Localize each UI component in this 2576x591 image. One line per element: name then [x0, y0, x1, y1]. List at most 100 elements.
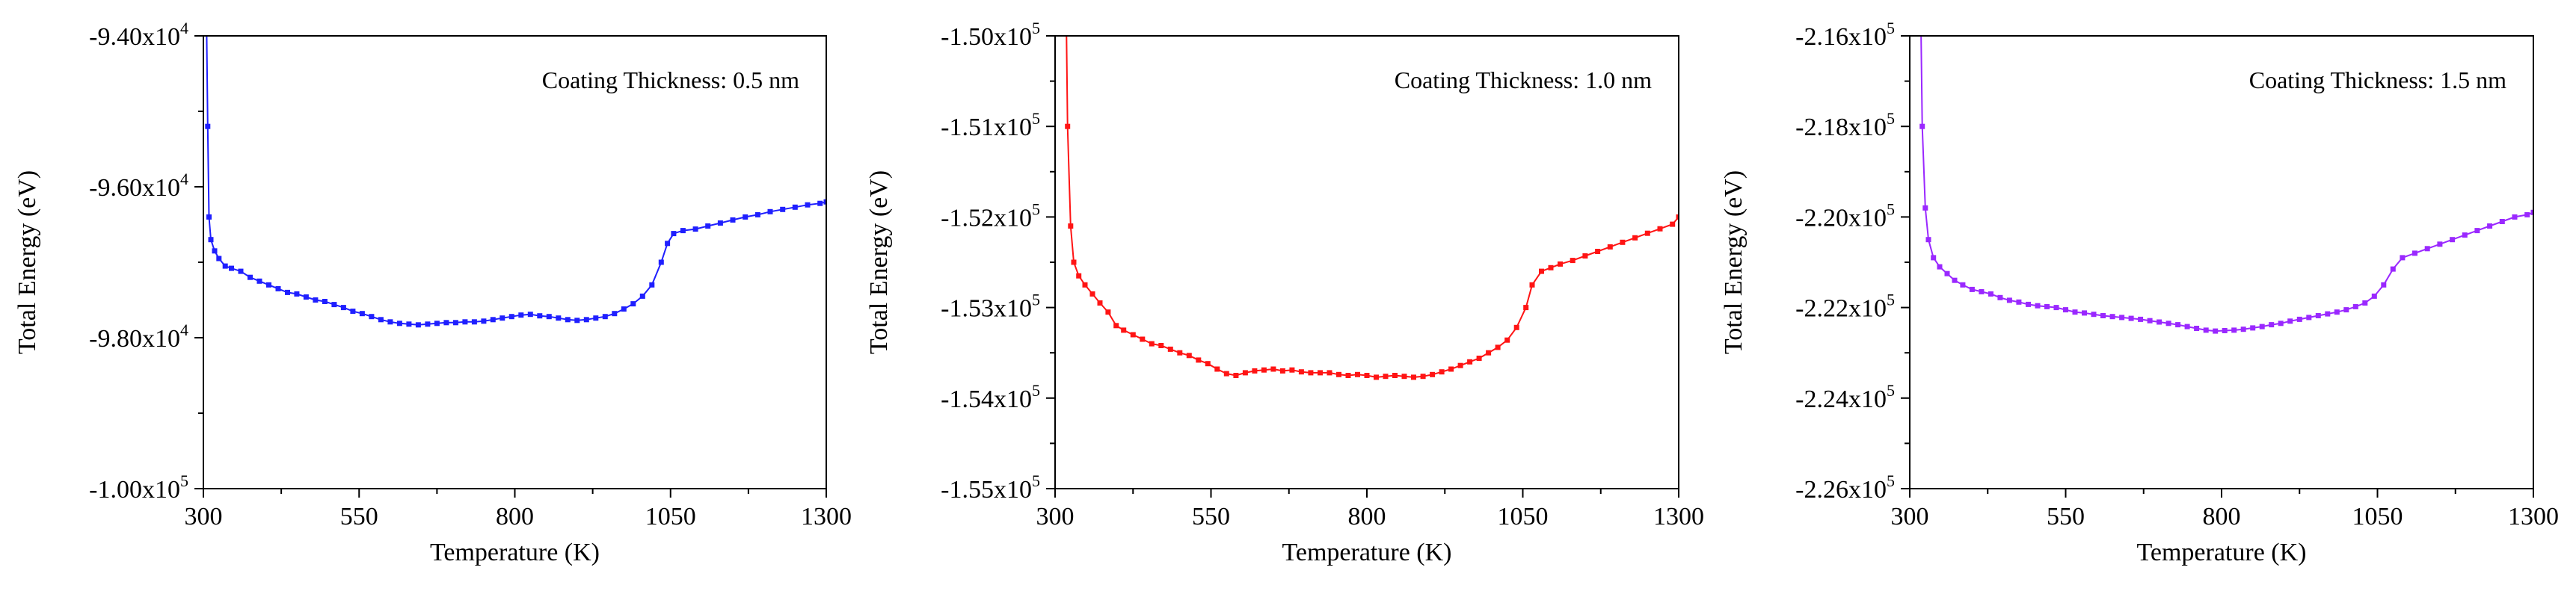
- data-point: [1214, 366, 1220, 372]
- y-tick-exponent: 5: [1887, 381, 1895, 400]
- data-point: [2450, 237, 2456, 243]
- data-point: [1071, 259, 1077, 265]
- data-point: [2512, 214, 2518, 220]
- y-tick-exponent: 5: [1887, 291, 1895, 309]
- data-point: [1205, 361, 1211, 367]
- y-tick-exponent: 5: [1032, 199, 1040, 218]
- data-point: [285, 289, 290, 295]
- data-point: [639, 293, 645, 299]
- data-point: [1988, 291, 1994, 297]
- data-point: [1595, 249, 1601, 254]
- y-tick-mantissa: -9.80x10: [89, 325, 180, 353]
- data-point: [387, 319, 393, 325]
- plot-frame: [203, 35, 827, 489]
- data-point: [462, 319, 468, 325]
- y-tick-mantissa: -2.22x10: [1795, 295, 1887, 323]
- data-point: [2462, 232, 2468, 238]
- data-point: [1937, 264, 1943, 270]
- y-tick-label: -2.22x105: [1795, 291, 1895, 323]
- data-point: [2334, 309, 2340, 315]
- y-tick-label: -2.18x105: [1795, 109, 1895, 141]
- data-point: [2424, 246, 2430, 252]
- y-tick-exponent: 5: [1032, 471, 1040, 490]
- y-tick-label: -2.24x105: [1795, 381, 1895, 413]
- data-point: [2400, 255, 2406, 261]
- data-point: [2044, 303, 2050, 309]
- data-point: [1919, 123, 1925, 129]
- data-point: [1582, 253, 1588, 259]
- data-point: [546, 314, 552, 320]
- x-tick-label: 550: [340, 503, 378, 530]
- data-point: [1158, 343, 1164, 348]
- y-tick-label: -1.00x105: [89, 471, 188, 504]
- data-point: [743, 214, 748, 220]
- data-point: [2128, 315, 2134, 321]
- data-point: [1539, 268, 1544, 274]
- y-tick-mantissa: -2.24x10: [1795, 386, 1887, 413]
- data-point: [1420, 374, 1426, 380]
- x-tick-label: 1050: [2352, 503, 2403, 530]
- data-point: [1177, 350, 1183, 356]
- data-point: [754, 211, 760, 217]
- y-tick-exponent: 5: [1032, 19, 1040, 37]
- data-point: [537, 313, 543, 319]
- data-point: [208, 237, 214, 243]
- data-point: [2175, 322, 2181, 328]
- y-tick-exponent: 4: [180, 170, 188, 188]
- x-tick-label: 300: [1891, 503, 1929, 530]
- data-point: [266, 282, 271, 288]
- plot-frame: [1054, 35, 1679, 489]
- y-axis-label: Total Energy (eV): [13, 170, 41, 354]
- x-tick-label: 550: [1192, 503, 1230, 530]
- data-point: [206, 214, 212, 220]
- data-point: [340, 305, 346, 311]
- plot-frame: [1909, 35, 2534, 489]
- data-point: [730, 217, 736, 223]
- data-point: [1355, 371, 1360, 377]
- data-point: [1925, 237, 1931, 243]
- data-point: [415, 322, 421, 328]
- y-tick-mantissa: -1.50x10: [941, 23, 1032, 51]
- data-point: [2315, 313, 2321, 318]
- y-tick-label: -2.20x105: [1795, 199, 1895, 232]
- chart-panel-1: 300 550 800 1050 1300-9.40x104-9.60x104-9.80…: [13, 19, 852, 566]
- y-tick-mantissa: -9.60x10: [89, 174, 180, 202]
- data-point: [1476, 356, 1482, 361]
- data-point: [1467, 359, 1473, 365]
- data-point: [1270, 366, 1276, 372]
- y-tick-exponent: 5: [1887, 199, 1895, 218]
- data-point: [2278, 321, 2284, 327]
- data-point: [396, 321, 402, 327]
- y-tick-label: -9.80x104: [89, 321, 188, 353]
- data-point: [767, 208, 773, 214]
- data-point: [1242, 370, 1248, 376]
- y-tick-mantissa: -2.26x10: [1795, 476, 1887, 504]
- data-point: [2026, 301, 2031, 307]
- y-tick-label: -2.16x105: [1795, 19, 1895, 51]
- chart-panel-2: 300 550 800 1050 1300-1.50x105-1.51x105-1.52…: [865, 19, 1704, 566]
- data-point: [2006, 297, 2012, 303]
- data-point: [1430, 371, 1436, 377]
- data-point: [2325, 311, 2331, 317]
- data-point: [378, 317, 384, 323]
- data-point: [1076, 273, 1082, 279]
- data-point: [452, 320, 458, 326]
- data-point: [2412, 250, 2417, 256]
- data-point: [1374, 374, 1379, 380]
- x-tick-label: 1050: [1498, 503, 1549, 530]
- data-point: [1233, 373, 1239, 378]
- data-point: [1632, 235, 1638, 241]
- data-point: [2063, 307, 2068, 313]
- x-axis-label: Temperature (K): [2137, 539, 2307, 566]
- y-tick-label: -1.54x105: [941, 381, 1040, 413]
- data-point: [1130, 332, 1136, 338]
- x-tick-label: 800: [2203, 503, 2241, 530]
- x-tick-label: 300: [185, 503, 223, 530]
- data-point: [481, 318, 487, 324]
- y-tick-label: -1.51x105: [941, 109, 1040, 141]
- data-point: [1345, 373, 1351, 378]
- data-point: [2016, 299, 2022, 305]
- data-point: [2231, 327, 2237, 333]
- data-point: [275, 285, 281, 291]
- data-point: [1411, 374, 1416, 380]
